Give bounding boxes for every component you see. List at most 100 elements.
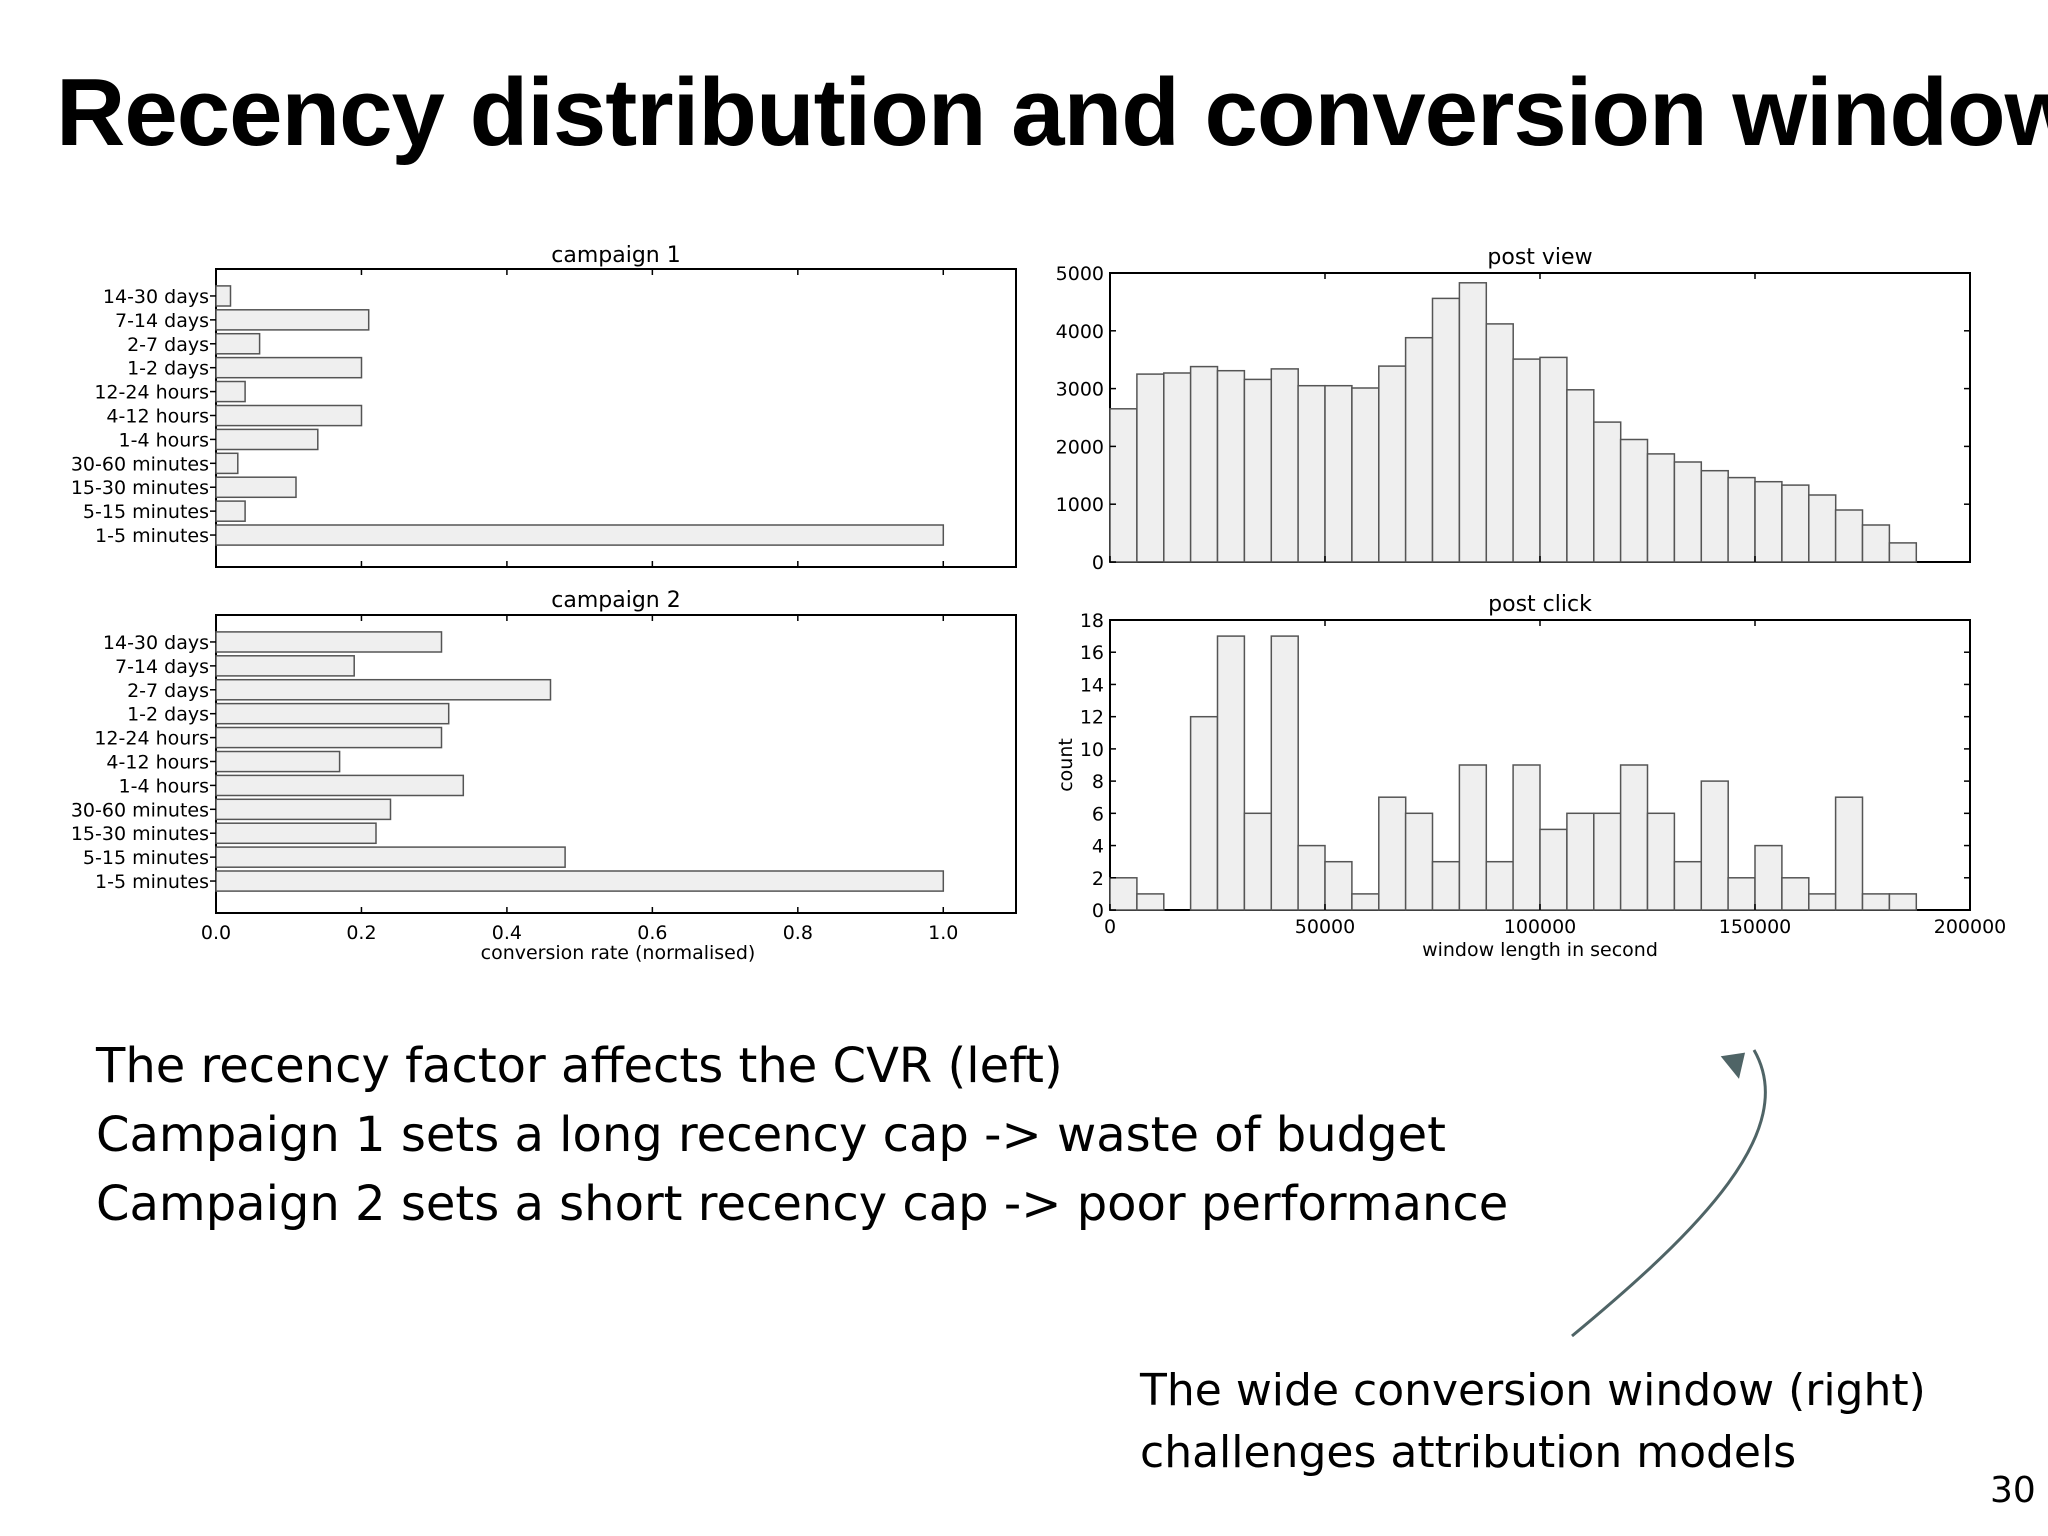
postclick-y-tick-label: 4 (1092, 836, 1104, 858)
postclick-bin (1109, 877, 1138, 911)
postclick-x-tick-label: 100000 (1504, 916, 1577, 938)
postview-y-tick-label: 4000 (1056, 321, 1104, 343)
postclick-y-axis-label: count (1055, 738, 1077, 792)
campaign2-x-tick-label: 0.4 (492, 922, 522, 944)
postclick-y-tick-label: 2 (1092, 868, 1104, 890)
campaign2-bar (215, 655, 355, 677)
campaign1-bar (215, 452, 239, 475)
postview-bin (1673, 461, 1703, 563)
postclick-bin (1619, 764, 1649, 911)
postview-bin (1727, 476, 1756, 563)
postclick-bin (1539, 828, 1568, 911)
postview-y-tick-label: 3000 (1056, 379, 1104, 401)
postclick-bin (1673, 860, 1703, 911)
campaign1-category-label: 7-14 days (115, 310, 209, 332)
campaign2-bar (215, 702, 450, 725)
campaign2-bar (215, 726, 443, 749)
postclick-bin (1189, 715, 1219, 911)
campaign1-category-label: 30-60 minutes (71, 453, 209, 475)
postview-bin (1539, 356, 1568, 563)
campaign1-category-label: 14-30 days (103, 286, 209, 308)
postclick-x-tick-label: 200000 (1934, 916, 2007, 938)
campaign1-bar (215, 332, 261, 355)
body-line-2: Campaign 1 sets a long recency cap -> wa… (96, 1107, 1446, 1163)
campaign2-x-tick-label: 0.6 (637, 922, 667, 944)
postclick-bin (1297, 844, 1326, 911)
postview-y-tick-label: 5000 (1056, 263, 1104, 285)
postview-bin (1485, 323, 1514, 563)
campaign2-category-label: 12-24 hours (94, 728, 209, 750)
postclick-bin (1216, 635, 1246, 911)
postclick-title: post click (1488, 592, 1592, 617)
postclick-bin (1324, 860, 1353, 911)
postclick-bin (1270, 635, 1299, 911)
postclick-y-tick-label: 12 (1080, 707, 1104, 729)
postclick-bin (1700, 780, 1729, 911)
postclick-y-tick-label: 8 (1092, 771, 1104, 793)
postclick-bin (1888, 893, 1918, 911)
campaign2-category-label: 1-5 minutes (95, 871, 209, 893)
campaign1-category-label: 2-7 days (127, 334, 209, 356)
campaign2-bar (215, 822, 377, 845)
postclick-x-tick-label: 0 (1104, 916, 1116, 938)
campaign2-title: campaign 2 (551, 588, 680, 613)
campaign1-category-label: 1-5 minutes (95, 525, 209, 547)
postview-y-tick-label: 2000 (1056, 436, 1104, 458)
campaign1-bar (215, 476, 297, 499)
campaign2-category-label: 2-7 days (127, 680, 209, 702)
campaign1-bar (215, 524, 945, 546)
postclick-bin (1727, 877, 1756, 911)
campaign1-bar (215, 404, 363, 427)
page-number: 30 (1990, 1470, 2036, 1511)
postview-bin (1566, 389, 1595, 563)
campaign1-bar (215, 309, 370, 331)
campaign2-category-label: 5-15 minutes (83, 847, 209, 869)
slide-title: Recency distribution and conversion wind… (56, 59, 2048, 166)
campaign2-x-tick-label: 0.2 (346, 922, 376, 944)
postclick-x-axis-label: window length in second (1422, 939, 1658, 961)
postclick-bin (1136, 893, 1165, 911)
campaign1-bar (215, 285, 232, 307)
campaign1-category-label: 4-12 hours (106, 406, 209, 428)
postclick-bin (1566, 812, 1595, 911)
campaign2-bar (215, 678, 552, 701)
campaign1-category-label: 15-30 minutes (71, 477, 209, 499)
campaign2-bar (215, 750, 341, 773)
postclick-bin (1754, 844, 1783, 911)
postclick-bin (1808, 893, 1837, 911)
body-line-1: The recency factor affects the CVR (left… (96, 1038, 1063, 1094)
postview-bin (1700, 469, 1729, 563)
campaign2-bar (215, 774, 465, 797)
campaign2-bar (215, 631, 443, 653)
body-line-3: Campaign 2 sets a short recency cap -> p… (96, 1176, 1509, 1232)
postview-bin (1136, 373, 1165, 563)
postview-bin (1431, 297, 1461, 563)
annotation-arrowhead (1720, 1052, 1746, 1079)
campaign1-category-label: 1-4 hours (119, 429, 210, 451)
annotation-note: The wide conversion window (right) chall… (1140, 1360, 1926, 1484)
campaign1-title: campaign 1 (551, 243, 680, 268)
postview-bin (1189, 365, 1219, 563)
postview-bin (1646, 453, 1676, 563)
postview-bin (1781, 484, 1810, 563)
note-line-1: The wide conversion window (right) (1140, 1365, 1926, 1416)
note-line-2: challenges attribution models (1140, 1427, 1797, 1478)
postclick-y-tick-label: 10 (1080, 739, 1104, 761)
postview-bin (1593, 421, 1622, 563)
postclick-y-tick-label: 0 (1092, 900, 1104, 922)
postclick-y-tick-label: 14 (1080, 674, 1104, 696)
postview-bin (1109, 408, 1138, 563)
postclick-bin (1593, 812, 1622, 911)
postclick-bin (1646, 812, 1676, 911)
campaign2-x-tick-label: 1.0 (928, 922, 958, 944)
campaign-x-axis-label: conversion rate (normalised) (481, 942, 756, 964)
postclick-bin (1404, 812, 1434, 911)
postclick-bin (1243, 812, 1273, 911)
postview-bin (1351, 387, 1380, 563)
campaign1-bar (215, 356, 363, 379)
campaign1-category-label: 5-15 minutes (83, 501, 209, 523)
postclick-bin (1351, 893, 1380, 911)
campaign2-category-label: 4-12 hours (106, 752, 209, 774)
campaign1-category-label: 1-2 days (127, 358, 209, 380)
campaign2-bar (215, 798, 392, 821)
